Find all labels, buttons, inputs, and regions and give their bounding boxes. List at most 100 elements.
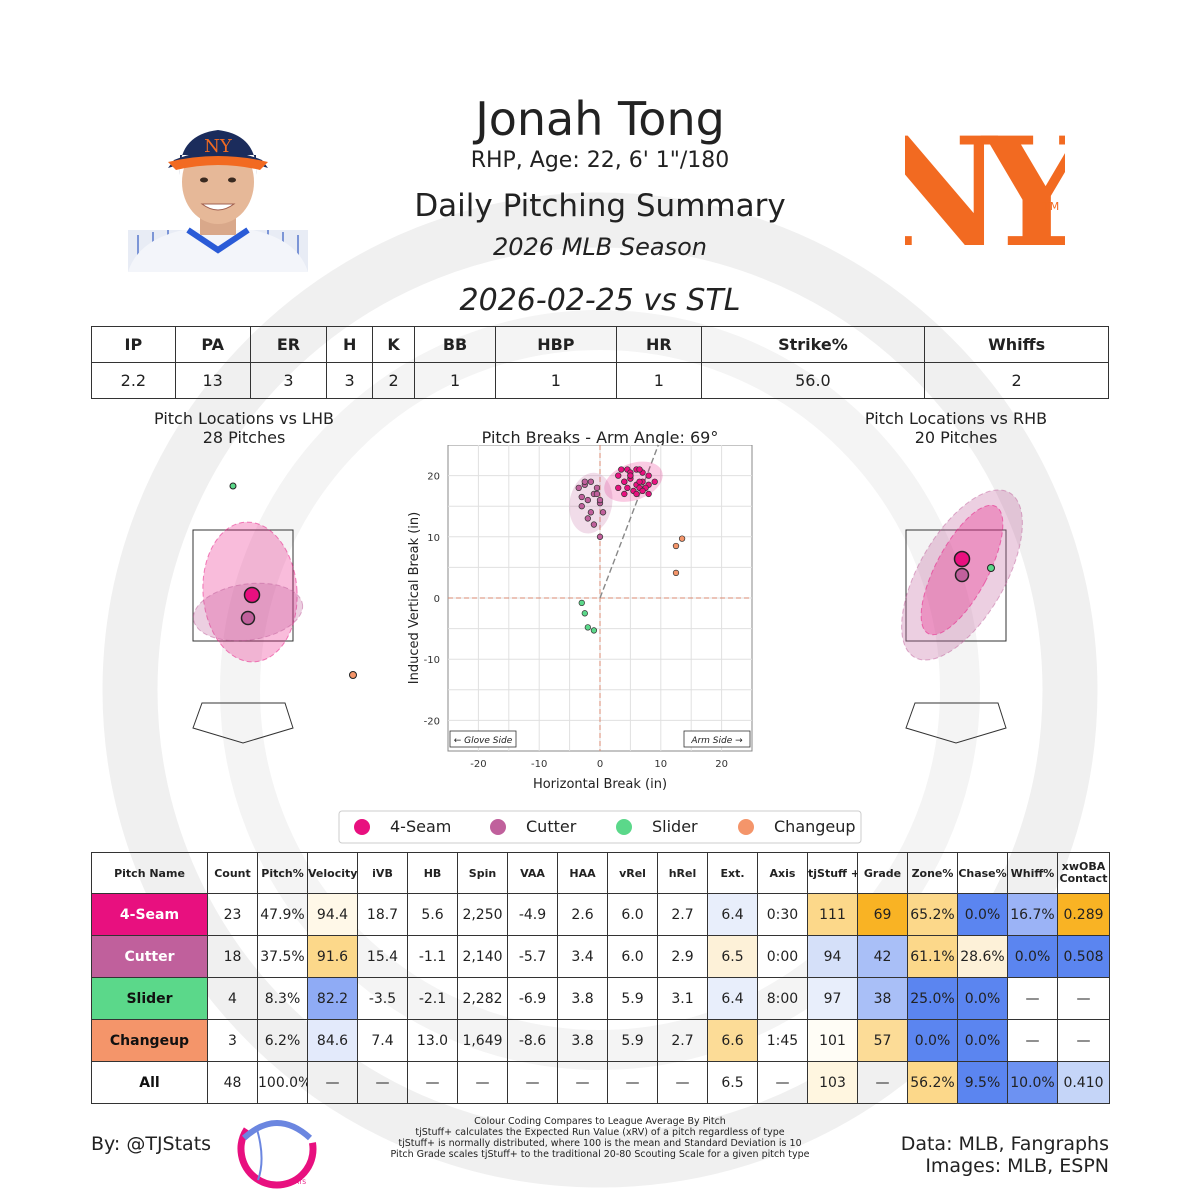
y-tick-label: 10 [427,533,440,544]
pitch-metric-cell: 6.4 [707,893,758,936]
pitch-metric-cell: — [757,1061,808,1104]
team-logo: NY TM [905,105,1065,275]
changeup-lhb-point [349,671,357,679]
pitch-metric-cell: — [1057,977,1110,1020]
legend-marker-changeup [738,819,754,835]
break-point-cutter [590,521,598,528]
legend-marker-cutter [490,819,506,835]
pitch-metric-cell: 0.0% [957,1019,1008,1062]
pitch-metric-cell: -5.7 [507,935,558,978]
break-point-cutter [587,478,595,485]
pitch-name-cell: Changeup [91,1019,208,1062]
pitch-metric-cell: 100.0% [257,1061,308,1104]
break-point-4-seam [636,478,643,485]
x-tick-label: 10 [654,759,667,770]
home-plate [192,702,294,744]
glove-side-label-box [449,730,517,748]
break-point-4-seam [645,472,652,479]
pitch-metric-cell: 2.6 [557,893,608,936]
pitch-breaks-chart: -20 -10 0 10 20 -20 -10 0 10 20 Horizontal Break (… [407,445,753,790]
break-point-slider [584,624,591,631]
break-point-changeup [672,542,680,550]
summary-value-strike: 56.0 [700,362,926,399]
break-point-cutter [593,484,601,491]
break-point-cutter [599,509,607,516]
break-point-4-seam [618,466,625,473]
break-point-cutter [587,509,595,516]
season-label: 2026 MLB Season [493,233,707,261]
legend-marker-slider [616,819,632,835]
pitch-metric-cell: -3.5 [357,977,408,1020]
lhb-pitch-count: 28 Pitches [202,428,286,447]
break-point-cutter [593,490,601,498]
pitch-table-header: Velocity [307,852,358,894]
break-point-cutter [575,484,582,491]
break-point-cutter [584,496,591,504]
pitch-metric-cell: — [1007,977,1058,1020]
pitch-metric-cell: 5.9 [607,1019,658,1062]
pitch-table-header: iVB [357,852,408,894]
pitch-metric-cell: 6.4 [707,977,758,1020]
break-point-changeup [678,535,686,542]
break-point-4-seam [651,478,658,485]
break-point-4-seam [615,484,622,491]
break-point-4-seam [627,472,634,479]
pitch-metric-cell: 15.4 [357,935,408,978]
break-point-cutter [578,493,585,501]
pitch-metric-cell: -2.1 [407,977,458,1020]
x-tick-label: -20 [470,759,486,770]
break-point-slider [581,610,588,617]
pitch-metric-cell: 94 [807,935,858,978]
pitch-metric-cell: — [857,1061,908,1104]
pitch-metric-cell: 2,282 [457,977,508,1020]
pitch-metric-cell: 1:45 [757,1019,808,1062]
summary-value-er: 3 [249,362,328,399]
pitch-metric-cell: 0.0% [1007,935,1058,978]
legend-frame [338,810,862,844]
summary-header-h: H [326,326,373,363]
pitch-metric-cell: 0.508 [1057,935,1110,978]
pitch-metric-cell: — [557,1061,608,1104]
4-seam-rhb-mean [953,550,971,568]
cutter-lhb-mean [240,610,256,626]
pitch-metric-cell: 3 [207,1019,258,1062]
4-seam-lhb-mean [243,586,261,604]
pitch-metric-cell: 0:00 [757,935,808,978]
pitch-row-all: All 48 100.0% — — — — — — — —6.5—103—56.2% 9.5% 10.0… [91,1061,1110,1104]
team-logo-text: NY [905,105,1065,275]
image-source: Images: MLB, ESPN [925,1155,1109,1177]
break-point-4-seam [645,490,652,498]
report-title: Daily Pitching Summary [414,188,786,224]
pitch-metric-cell: 0.410 [1057,1061,1110,1104]
rhb-pitch-count: 20 Pitches [914,428,998,447]
pitch-metric-cell: 6.6 [707,1019,758,1062]
pitch-metric-cell: 42 [857,935,908,978]
break-point-4-seam [633,490,640,498]
logo-text: STATS [288,1179,306,1186]
note-line: Colour Coding Compares to League Average… [474,1116,726,1127]
x-tick-label: 20 [715,759,728,770]
pitch-metric-cell: 23 [207,893,258,936]
pitch-metric-cell: 101 [807,1019,858,1062]
svg-text:NY: NY [204,136,233,157]
pitch-metric-cell: 6.5 [707,935,758,978]
summary-header-bb: BB [414,326,496,363]
pitch-metric-cell: 2,250 [457,893,508,936]
rhb-panel-title: Pitch Locations vs RHB 20 Pitches [822,409,1090,447]
lhb-location-plot [192,482,357,744]
pitch-metric-cell: — [407,1061,458,1104]
break-point-4-seam [624,484,631,491]
pitch-metric-cell: 10.0% [1007,1061,1058,1104]
summary-value-pa: 13 [174,362,251,399]
summary-header-pa: PA [174,326,251,363]
x-tick-label: 0 [597,759,603,770]
pitch-metric-cell: 6.0 [607,893,658,936]
pitch-metric-cell: 3.1 [657,977,708,1020]
pitch-metric-cell: — [357,1061,408,1104]
rhb-location-plot [901,489,1023,744]
pitch-row-slider: Slider 4 8.3% 82.2 -3.5 -2.1 2,282 -6.9 3.8 5.9 3.… [91,977,1110,1020]
break-point-4-seam [621,478,628,485]
break-point-cutter [581,478,588,485]
pitch-metrics-table: Pitch Name Count Pitch% Velocity iVB HB Spin VA… [91,852,1110,1104]
summary-value-hr: 1 [616,362,702,399]
